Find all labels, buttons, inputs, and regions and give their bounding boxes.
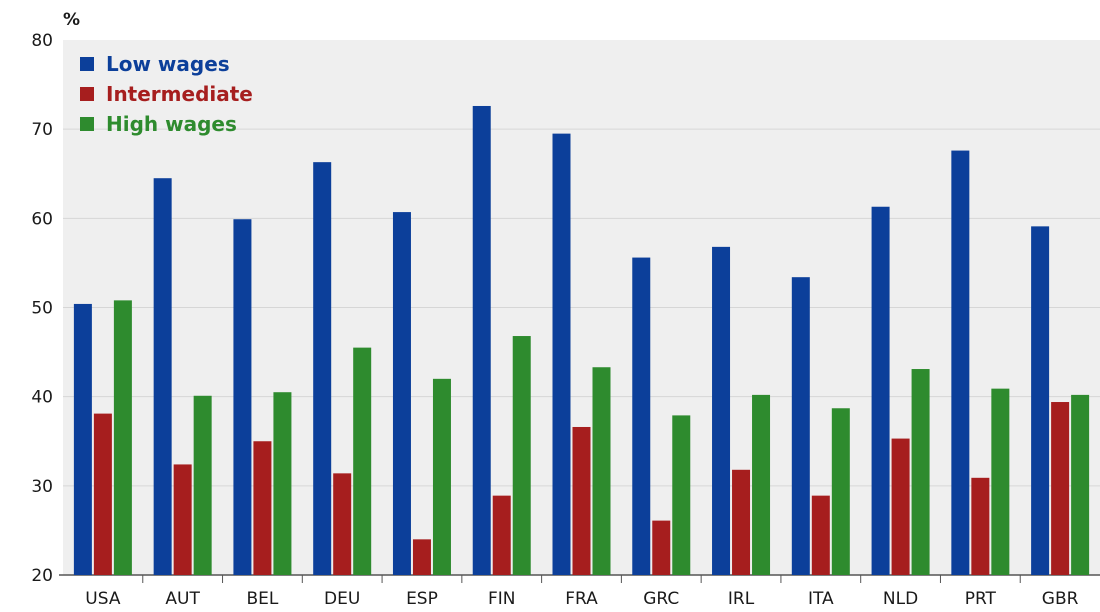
bars [73, 105, 1090, 576]
bar-fra-low-wages [552, 133, 571, 575]
bar-fin-high-wages [512, 336, 531, 575]
x-category-label: BEL [246, 589, 278, 609]
bar-ita-intermediate [811, 495, 830, 575]
bar-bel-low-wages [233, 219, 252, 575]
bar-irl-intermediate [732, 469, 751, 575]
bar-gbr-low-wages [1031, 226, 1050, 575]
x-category-label: DEU [324, 589, 360, 609]
x-axis-categories: USA AUT BEL DEU ESP FIN FRA GRC IRL ITA NLD PRT GBR [85, 589, 1078, 609]
y-tick-label: 50 [31, 299, 53, 319]
bar-prt-high-wages [991, 388, 1010, 575]
bar-prt-low-wages [951, 150, 970, 576]
legend: Low wages Intermediate High wages [80, 52, 253, 136]
bar-esp-intermediate [412, 539, 431, 575]
bar-fra-intermediate [572, 426, 591, 575]
y-tick-label: 60 [31, 209, 53, 229]
y-tick-label: 40 [31, 388, 53, 408]
legend-swatch [80, 57, 94, 71]
bar-gbr-high-wages [1071, 394, 1090, 575]
x-category-label: NLD [883, 589, 918, 609]
bar-nld-low-wages [871, 206, 890, 575]
legend-swatch [80, 117, 94, 131]
bar-grc-high-wages [672, 415, 691, 575]
bar-bel-intermediate [253, 441, 272, 575]
bar-usa-high-wages [113, 300, 132, 575]
bar-gbr-intermediate [1051, 402, 1070, 575]
x-category-label: IRL [728, 589, 755, 609]
legend-swatch [80, 87, 94, 101]
x-category-label: USA [85, 589, 121, 609]
bar-ita-low-wages [791, 277, 810, 575]
bar-fin-intermediate [492, 495, 511, 575]
y-axis-unit-label: % [63, 10, 80, 30]
bar-aut-high-wages [193, 395, 212, 575]
x-category-label: GBR [1042, 589, 1079, 609]
x-category-label: GRC [643, 589, 679, 609]
bar-grc-low-wages [632, 257, 651, 575]
bar-irl-low-wages [712, 246, 731, 575]
bar-grc-intermediate [652, 520, 671, 575]
bar-ita-high-wages [831, 408, 850, 575]
y-axis-ticks: 20 30 40 50 60 70 80 [31, 31, 53, 586]
bar-deu-intermediate [333, 473, 352, 575]
x-category-label: FRA [565, 589, 598, 609]
legend-label: Low wages [106, 52, 230, 76]
bar-prt-intermediate [971, 477, 990, 575]
x-category-label: PRT [965, 589, 997, 609]
bar-aut-low-wages [153, 178, 172, 576]
bar-nld-intermediate [891, 438, 910, 575]
bar-aut-intermediate [173, 464, 192, 575]
bar-deu-high-wages [353, 347, 372, 575]
x-category-label: ESP [406, 589, 438, 609]
y-tick-label: 70 [31, 120, 53, 140]
y-tick-label: 20 [31, 566, 53, 586]
bar-usa-low-wages [73, 303, 92, 575]
bar-irl-high-wages [752, 394, 771, 575]
bar-deu-low-wages [313, 162, 332, 576]
bar-bel-high-wages [273, 392, 292, 575]
y-tick-label: 30 [31, 477, 53, 497]
bar-esp-high-wages [432, 378, 451, 575]
x-category-label: FIN [488, 589, 516, 609]
x-category-label: AUT [165, 589, 200, 609]
bar-usa-intermediate [93, 413, 112, 575]
bar-nld-high-wages [911, 369, 930, 575]
legend-label: Intermediate [106, 82, 253, 106]
bar-fin-low-wages [472, 105, 491, 575]
x-category-label: ITA [808, 589, 834, 609]
y-tick-label: 80 [31, 31, 53, 51]
bar-esp-low-wages [392, 212, 411, 575]
legend-label: High wages [106, 112, 237, 136]
bar-fra-high-wages [592, 367, 611, 575]
